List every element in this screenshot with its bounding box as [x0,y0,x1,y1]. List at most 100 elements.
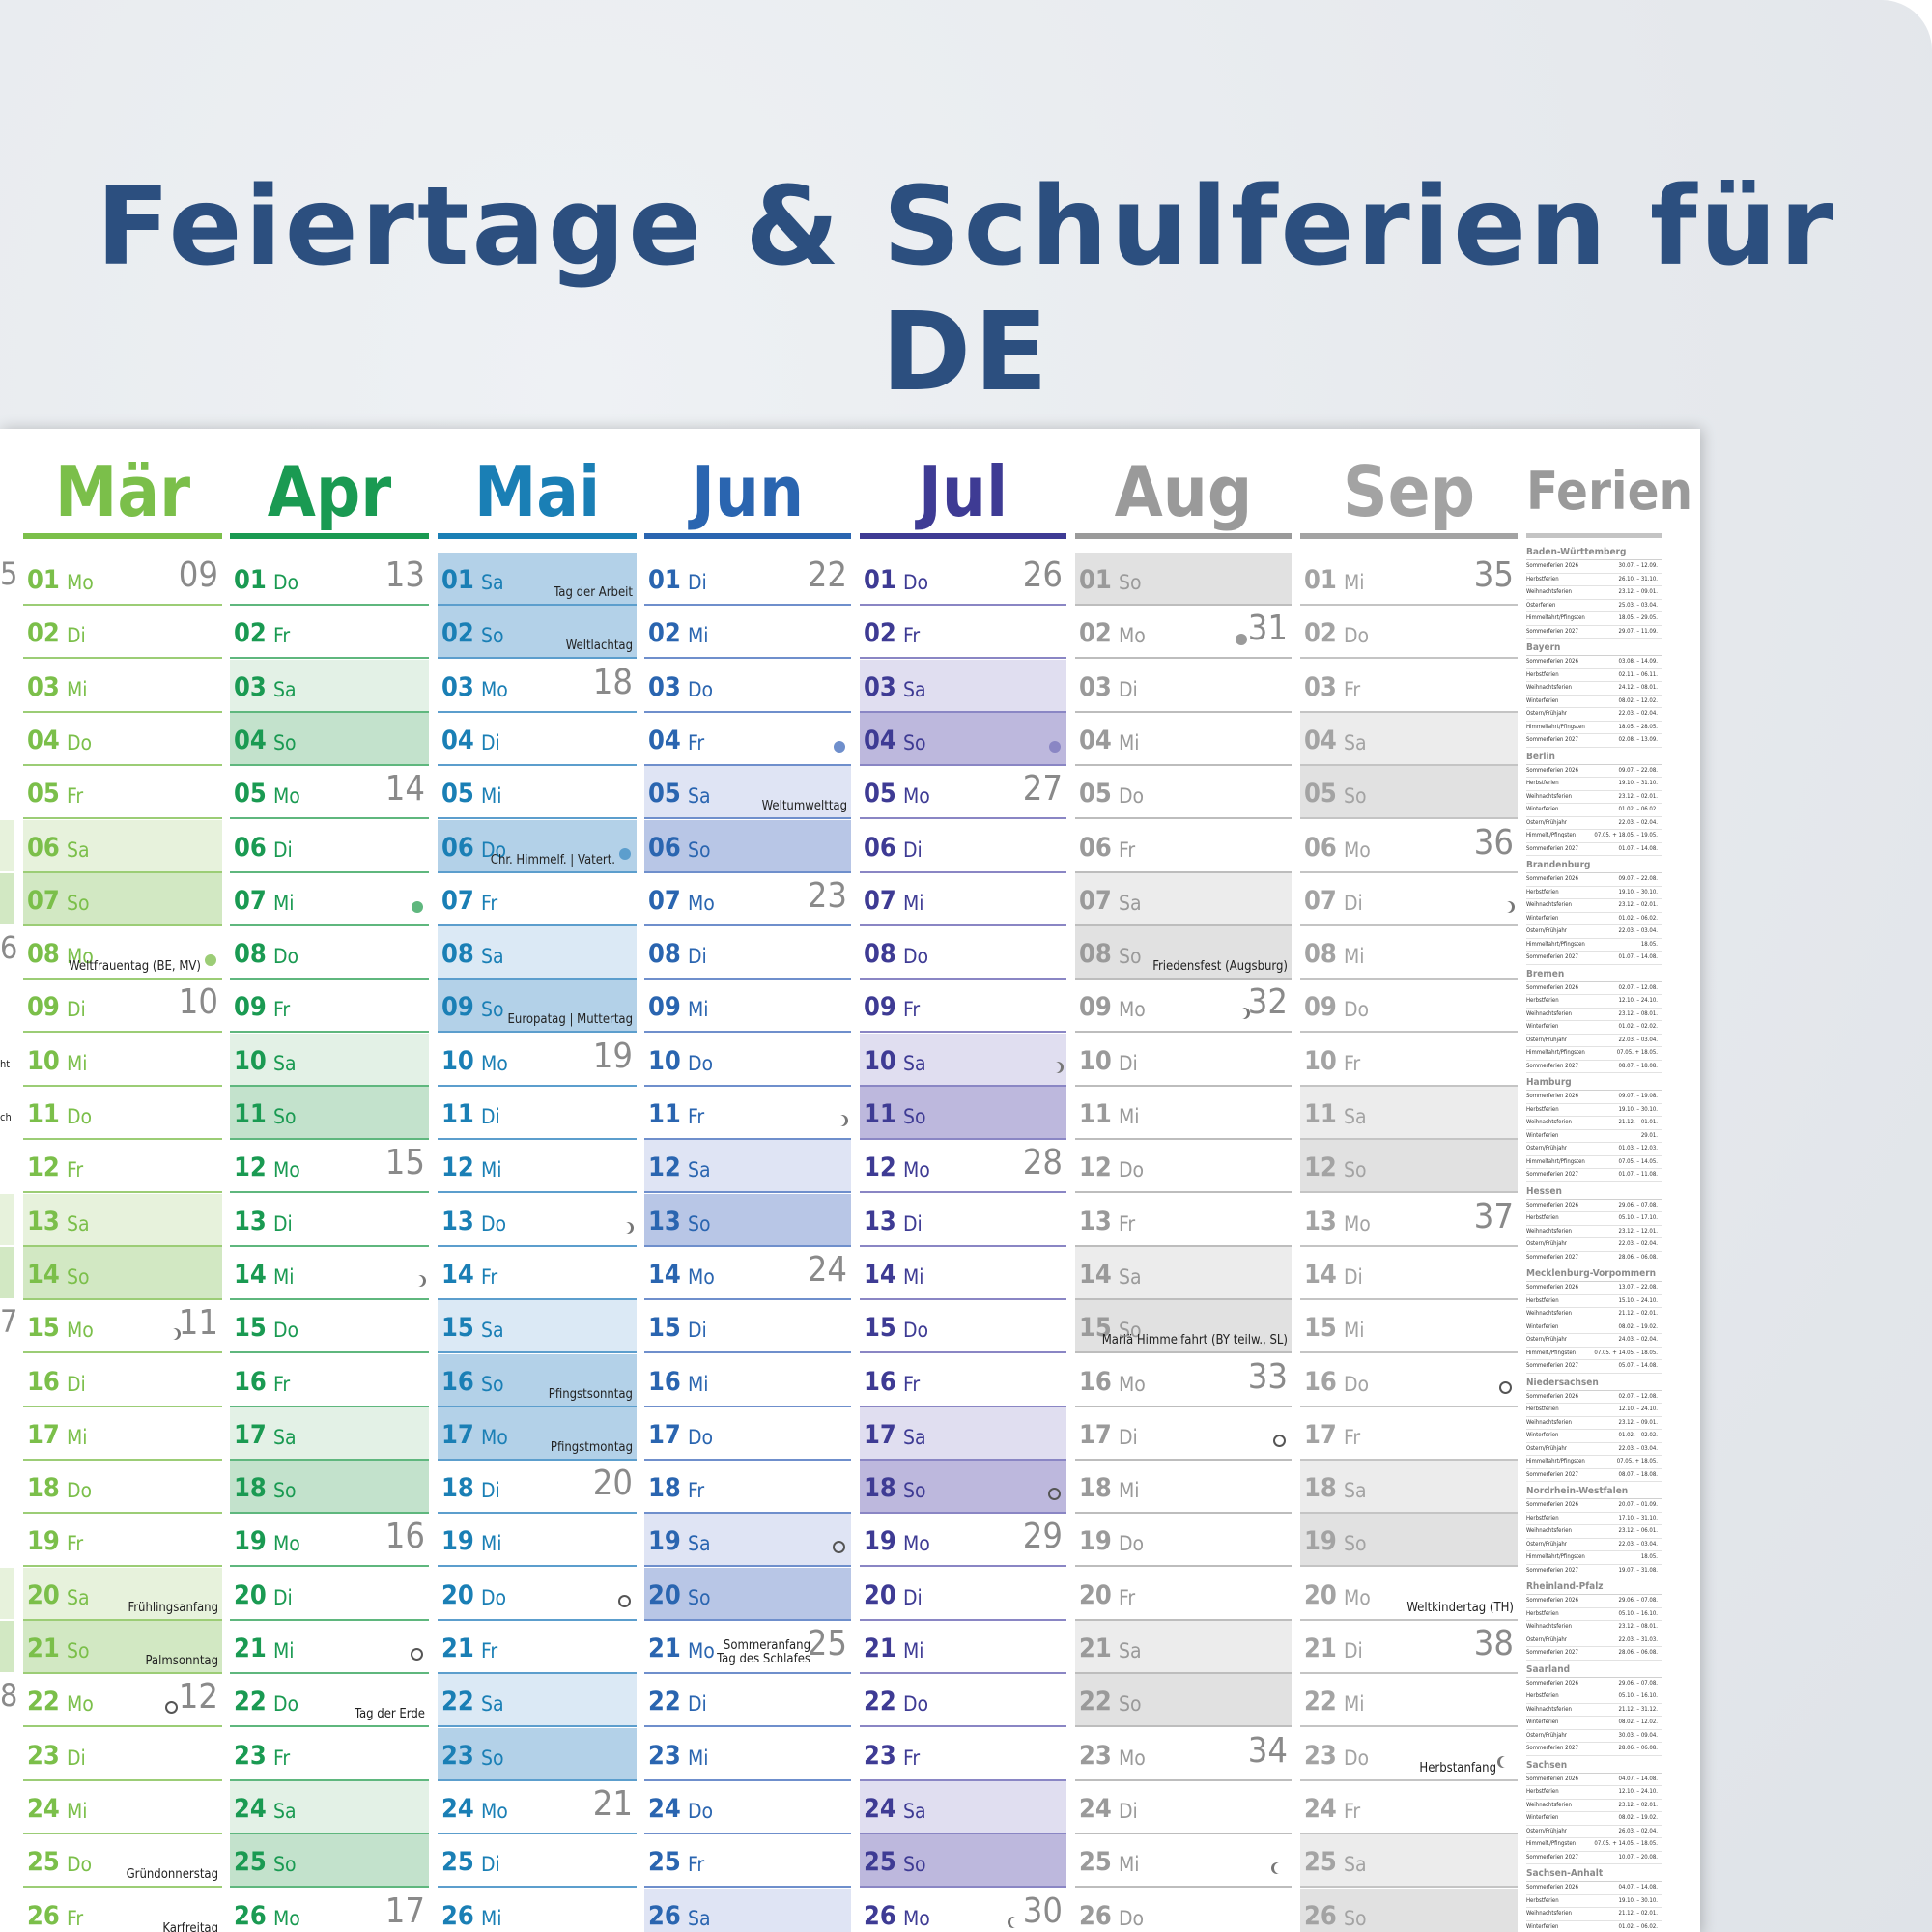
ferien-row: Sommerferien 2026 09.07. – 19.08. [1526,1091,1662,1104]
weekday: Mo [67,571,94,594]
ferien-row: Herbstferien 05.10. – 17.10. [1526,1212,1662,1226]
state-name: Hessen [1526,1185,1662,1200]
day-number: 13 [648,1206,681,1236]
state-name: Saarland [1526,1663,1662,1678]
ferien-dates: 01.07. – 14.08. [1618,953,1658,960]
ferien-dates: 04.07. – 14.08. [1618,1884,1658,1890]
day-number: 03 [1304,671,1337,702]
weekday: Mi [273,891,295,915]
day-row: 15 Do [860,1300,1066,1354]
day-row: 16 Do [1300,1354,1518,1407]
month-header-bar [23,533,222,539]
weekday: So [273,730,297,754]
day-number: 14 [234,1259,267,1290]
ferien-row: Weihnachtsferien 23.12. – 02.01. [1526,791,1662,804]
day-row: 17 Do [644,1407,851,1461]
day-number: 25 [1079,1847,1112,1878]
week-number: 10 [178,982,218,1023]
day-number: 06 [648,832,681,863]
ferien-dates: 18.05. – 28.05. [1618,723,1658,730]
holiday-label: Weltumwelttag [761,799,847,814]
day-number: 22 [234,1687,267,1718]
holiday-label: Pfingstmontag [550,1439,633,1455]
weekday: Di [1344,1264,1363,1289]
weekday: Mi [1119,1105,1140,1128]
day-row: 12 Sa [644,1140,851,1194]
day-number: 05 [864,779,896,810]
day-number: 13 [441,1206,474,1236]
month-header-bar [438,533,637,539]
ferien-row: Ostern/Frühjahr 22.03. – 03.04. [1526,1443,1662,1456]
day-number: 19 [864,1526,896,1557]
weekday: Di [688,1692,707,1717]
ferien-type: Himmelfahrt/Pfingsten [1526,1553,1585,1560]
full-moon-icon [205,954,216,967]
weekday: So [481,624,504,648]
weekday: Sa [1119,1264,1142,1289]
ferien-type: Sommerferien 2026 [1526,766,1578,774]
weekday: So [1119,945,1142,969]
day-number: 16 [1304,1366,1337,1397]
weekday: Sa [688,784,711,809]
weekday: Mi [688,1372,709,1396]
day-number: 24 [441,1793,474,1824]
day-row: 06 Di [860,820,1066,873]
ferien-type: Weihnachtsferien [1526,1310,1572,1317]
weekday: Sa [67,1211,90,1236]
weekday: Do [273,945,299,969]
weekday: Mo [903,1906,930,1930]
week-number: 36 [1473,822,1514,863]
day-number: 24 [1079,1793,1112,1824]
day-number: 22 [648,1687,681,1718]
day-row: 20 Do [438,1568,637,1621]
ferien-row: Weihnachtsferien 23.12. – 02.01. [1526,1800,1662,1812]
day-row: 16 Mi [644,1354,851,1407]
ferien-type: Ostern/Frühjahr [1526,1635,1568,1643]
day-number: 01 [234,565,267,595]
day-number: 14 [27,1259,60,1290]
day-row: 22 Di [644,1674,851,1728]
weekday: Di [273,1585,293,1609]
state-name: Rheinland-Pfalz [1526,1580,1662,1595]
day-row: 02 Mi [644,606,851,660]
day-row: 06 So [644,819,851,873]
ferien-header-bar [1526,533,1662,538]
weekday: Sa [67,1585,90,1609]
weekday: Fr [1344,1425,1361,1449]
weekday: Do [1344,1746,1370,1770]
day-row: 04 Fr [644,713,851,766]
holiday-label: Europatag | Muttertag [507,1012,633,1028]
ferien-dates: 22.03. – 02.04. [1618,818,1658,826]
ferien-dates: 07.05. + 18.05. [1616,1049,1658,1056]
weekday: Mo [481,1799,508,1823]
day-number: 02 [648,618,681,649]
day-row: 07 Mo 23 [644,873,851,926]
weekday: Do [273,1319,299,1343]
weekday: So [1119,1692,1142,1717]
day-row: 25 Mi [1075,1834,1292,1889]
month-header-jul: Jul [918,451,1009,532]
week-number: 16 [384,1517,425,1557]
month-header-sep: Sep [1343,451,1475,532]
day-number: 08 [1304,939,1337,970]
day-row: 06 Mo 36 [1300,820,1518,873]
weekday: Di [1344,891,1363,915]
ferien-type: Weihnachtsferien [1526,684,1572,691]
weekday: Sa [1344,1853,1367,1877]
weekday: So [481,1372,504,1396]
new-moon-icon [165,1701,178,1715]
day-row: 10 Mo 19 [438,1034,637,1087]
weekday: Do [273,1692,299,1717]
ferien-row: Sommerferien 2027 28.06. – 06.08. [1526,1252,1662,1264]
ferien-row: Weihnachtsferien 24.12. – 08.01. [1526,682,1662,696]
weekday: Do [688,1799,714,1823]
day-row: 09 Di 10 [23,980,222,1034]
day-row: 13 Mo 37 [1300,1194,1518,1247]
day-number: 02 [864,618,896,649]
ferien-type: Himmelfahrt/Pfingsten [1526,1458,1585,1464]
holiday-label: Frühlingsanfang [128,1600,218,1615]
weekday: So [688,1585,711,1609]
day-row: 22 Mo 12 [23,1674,222,1728]
week-number: 19 [592,1036,633,1076]
full-moon-icon [834,740,845,753]
